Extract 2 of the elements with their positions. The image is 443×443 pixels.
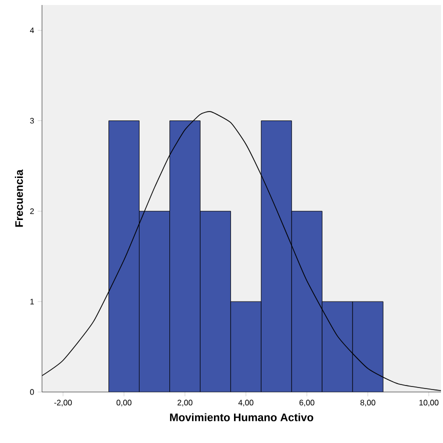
x-axis-title: Movimiento Humano Activo (170, 413, 314, 422)
y-axis-title: Frecuencia (14, 170, 23, 227)
